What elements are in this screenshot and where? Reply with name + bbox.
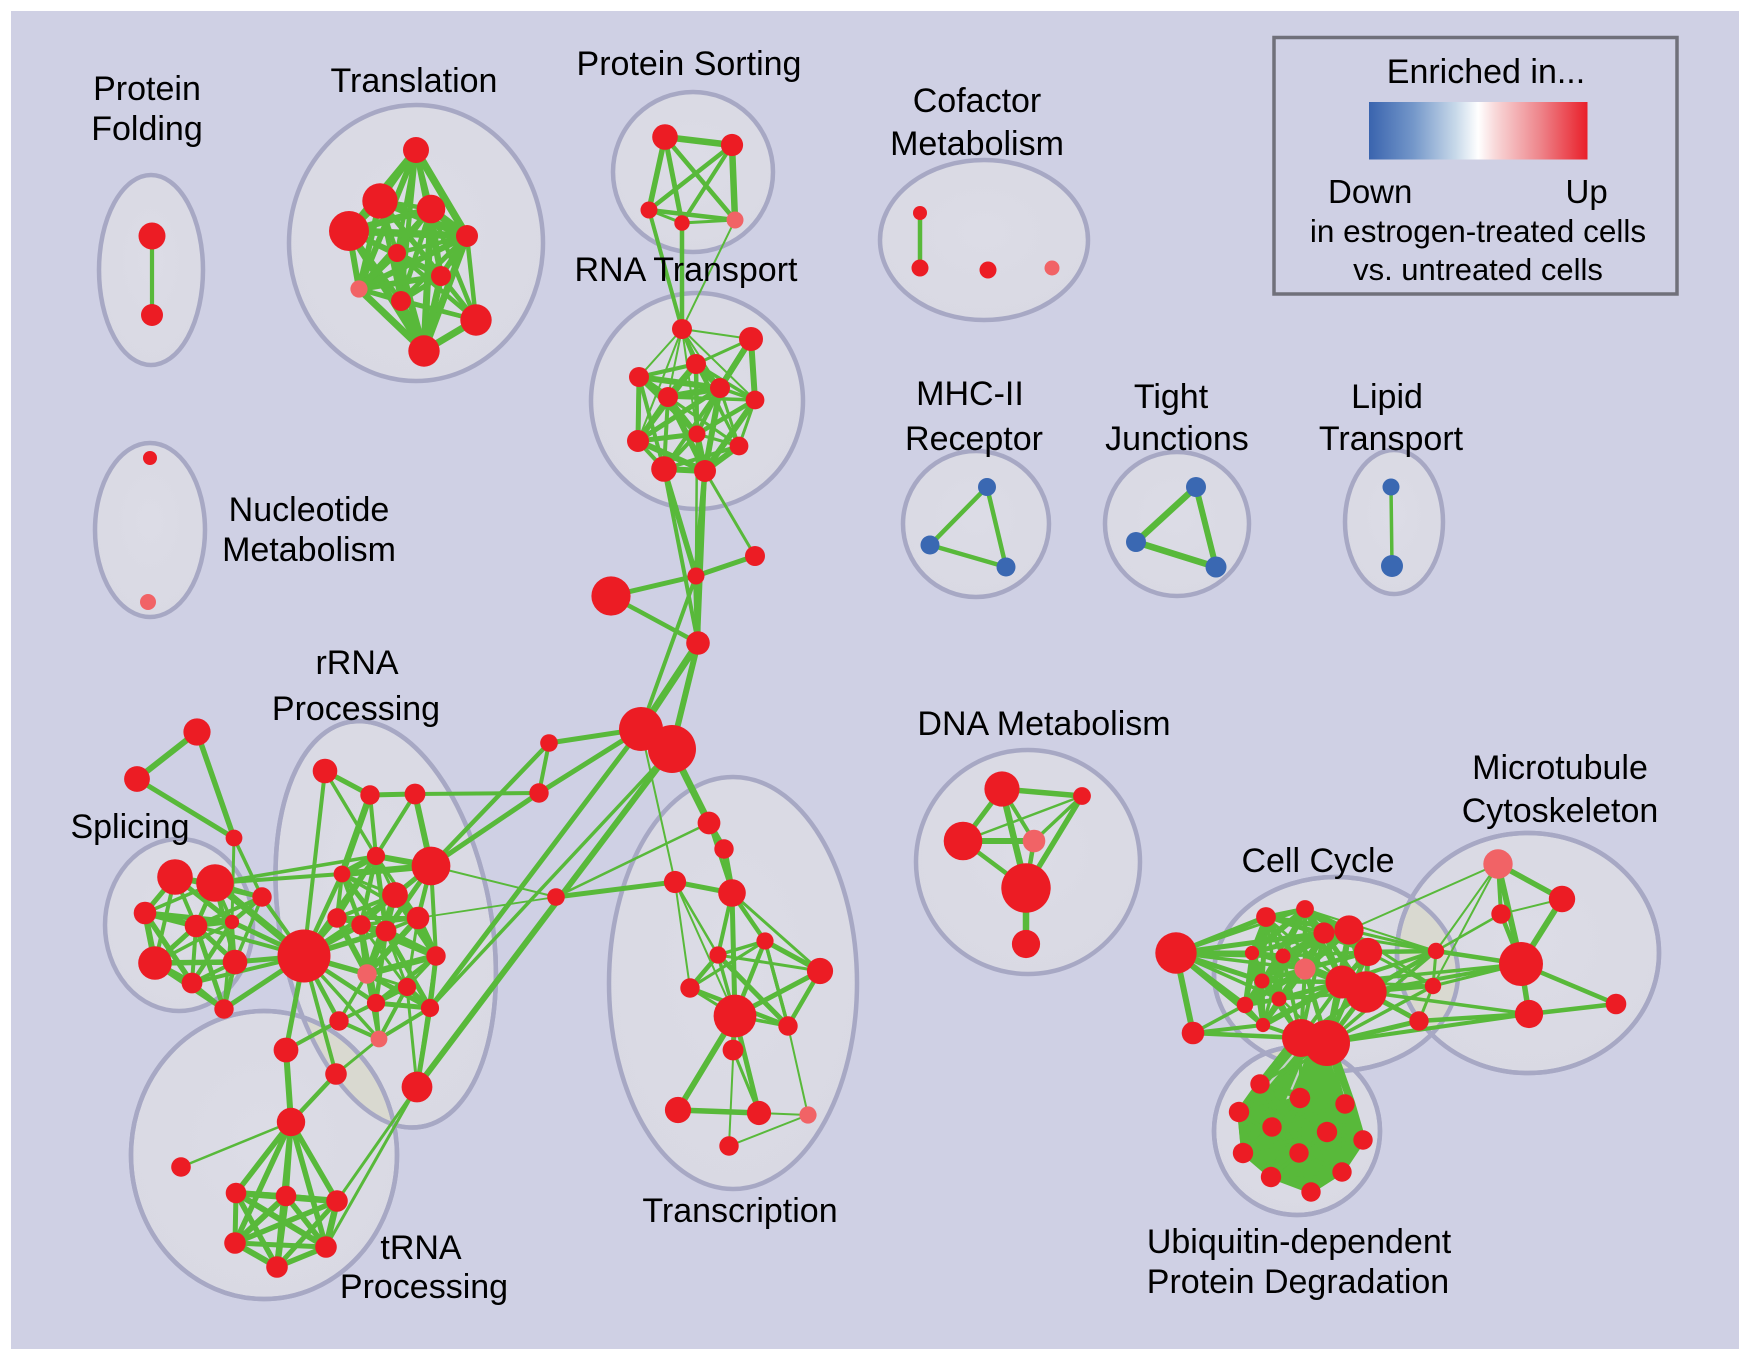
svg-text:Transport: Transport bbox=[1319, 420, 1464, 458]
svg-text:Nucleotide: Nucleotide bbox=[229, 491, 390, 529]
svg-text:RNA Transport: RNA Transport bbox=[575, 251, 799, 289]
svg-text:DNA Metabolism: DNA Metabolism bbox=[917, 705, 1170, 743]
svg-text:Processing: Processing bbox=[272, 690, 440, 728]
svg-text:MHC-II: MHC-II bbox=[916, 375, 1024, 413]
svg-text:Processing: Processing bbox=[340, 1268, 508, 1306]
svg-text:Lipid: Lipid bbox=[1351, 378, 1423, 416]
svg-text:Up: Up bbox=[1566, 173, 1608, 210]
svg-text:Receptor: Receptor bbox=[905, 420, 1043, 458]
svg-text:Cytoskeleton: Cytoskeleton bbox=[1462, 792, 1659, 830]
svg-text:Metabolism: Metabolism bbox=[222, 531, 396, 569]
svg-text:in estrogen-treated cells: in estrogen-treated cells bbox=[1310, 213, 1646, 249]
svg-text:Folding: Folding bbox=[91, 110, 203, 148]
svg-text:Junctions: Junctions bbox=[1105, 420, 1249, 458]
svg-text:Microtubule: Microtubule bbox=[1472, 749, 1648, 787]
svg-text:Protein Degradation: Protein Degradation bbox=[1147, 1263, 1449, 1301]
svg-text:Cofactor: Cofactor bbox=[913, 82, 1042, 120]
svg-text:Enriched in...: Enriched in... bbox=[1387, 53, 1585, 91]
svg-text:Down: Down bbox=[1328, 173, 1412, 210]
svg-text:vs. untreated cells: vs. untreated cells bbox=[1353, 252, 1603, 287]
svg-text:Transcription: Transcription bbox=[642, 1192, 837, 1230]
svg-text:Splicing: Splicing bbox=[70, 808, 189, 846]
svg-text:Protein Sorting: Protein Sorting bbox=[577, 45, 802, 83]
svg-text:Translation: Translation bbox=[331, 62, 498, 100]
svg-text:Ubiquitin-dependent: Ubiquitin-dependent bbox=[1147, 1223, 1452, 1261]
svg-text:rRNA: rRNA bbox=[315, 644, 398, 682]
svg-text:tRNA: tRNA bbox=[380, 1229, 462, 1267]
svg-text:Tight: Tight bbox=[1134, 378, 1209, 416]
svg-text:Metabolism: Metabolism bbox=[890, 125, 1064, 163]
svg-text:Cell Cycle: Cell Cycle bbox=[1241, 842, 1394, 880]
svg-text:Protein: Protein bbox=[93, 70, 201, 108]
